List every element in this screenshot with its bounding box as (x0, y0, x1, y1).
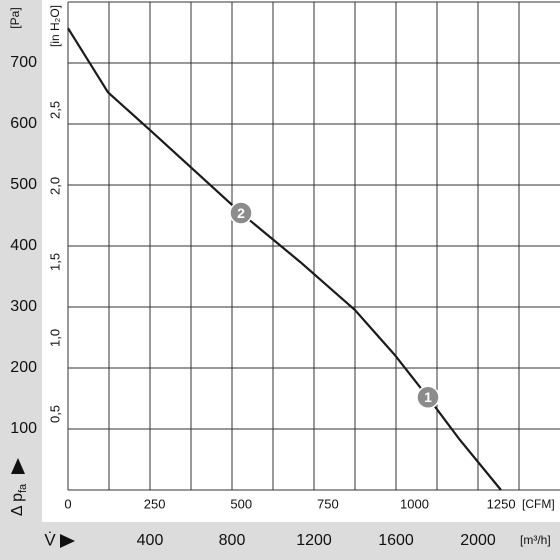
x-tick-label: 400 (137, 532, 164, 549)
bottom-band (0, 522, 560, 560)
left-band (0, 0, 42, 560)
y-arrow (11, 458, 25, 474)
operating-point (416, 385, 440, 410)
y2-tick-label: 2,0 (47, 177, 62, 195)
y-label: [Pa] (8, 7, 22, 28)
x2-tick-label: 750 (317, 496, 339, 511)
x-tick-label: 1600 (378, 532, 414, 549)
x-tick-label: 800 (219, 532, 246, 549)
operating-point-label: 1 (424, 389, 432, 405)
y-tick-label: 400 (10, 237, 37, 254)
x2-tick-label: 1250 (487, 496, 516, 511)
y-tick-label: 300 (10, 298, 37, 315)
y-tick-label: 200 (10, 359, 37, 376)
y2-tick-label: 1,0 (47, 329, 62, 347)
y2-tick-label: 0,5 (47, 405, 62, 423)
y2-label: [in H₂O] (48, 5, 62, 47)
y-symbol: Δ pfa (9, 483, 29, 516)
x2-tick-label: 1000 (400, 496, 429, 511)
y2-tick-label: 2,5 (47, 101, 62, 119)
x-tick-label: 2000 (460, 532, 496, 549)
x-label: [m³/h] (520, 533, 551, 547)
y-tick-label: 500 (10, 176, 37, 193)
x-tick-label: 1200 (296, 532, 332, 549)
x2-tick-label: 250 (144, 496, 166, 511)
operating-point-label: 2 (237, 205, 245, 221)
y2-tick-label: 1,5 (47, 253, 62, 271)
y-symbol-main: Δ p (9, 493, 26, 516)
y-tick-label: 700 (10, 54, 37, 71)
x-symbol: V̇ (44, 530, 56, 549)
curve (67, 27, 502, 491)
y-tick-label: 600 (10, 115, 37, 132)
x2-tick-label: 0 (64, 496, 71, 511)
x-arrow (60, 534, 75, 548)
y-tick-label: 100 (10, 420, 37, 437)
x2-label: [CFM] (522, 497, 555, 511)
x2-tick-label: 500 (230, 496, 252, 511)
y-symbol-sub: fa (17, 483, 29, 493)
operating-point (229, 201, 253, 225)
